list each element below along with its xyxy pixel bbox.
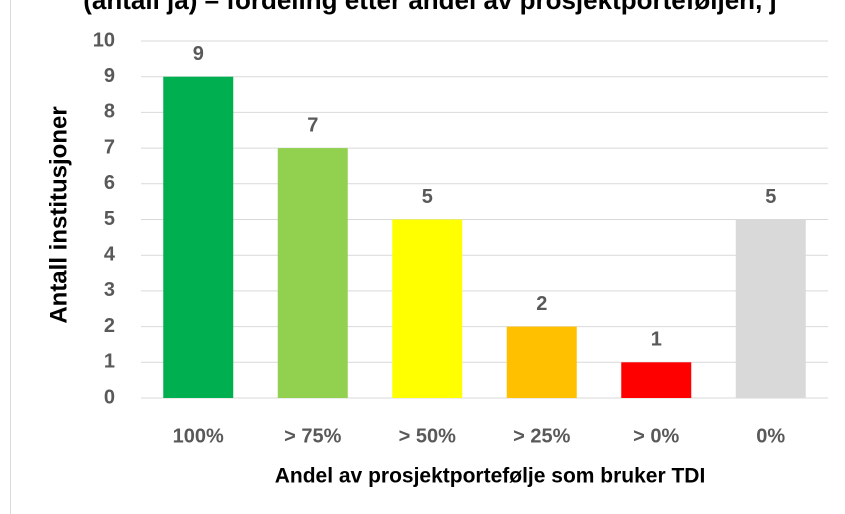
data-label: 2 <box>536 293 547 315</box>
y-tick-label: 7 <box>104 136 115 158</box>
bar <box>506 326 577 398</box>
y-tick-label: 8 <box>104 101 115 123</box>
x-axis-title: Andel av prosjektportefølje som bruker T… <box>275 465 706 488</box>
y-tick-label: 6 <box>104 172 115 194</box>
y-tick-label: 3 <box>104 279 115 301</box>
bar <box>163 76 234 398</box>
y-axis-title: Antall institusjoner <box>45 106 72 323</box>
x-tick-label: > 75% <box>284 425 341 447</box>
data-label: 5 <box>422 186 433 208</box>
y-tick-label: 1 <box>104 351 115 373</box>
y-tick-label: 5 <box>104 208 115 230</box>
data-label: 7 <box>307 114 318 136</box>
x-tick-label: > 50% <box>399 425 456 447</box>
x-tick-label: > 0% <box>633 425 679 447</box>
bar <box>735 219 806 398</box>
y-tick-label: 9 <box>104 65 115 87</box>
y-tick-label: 2 <box>104 315 115 337</box>
y-tick-label: 4 <box>104 243 116 265</box>
x-tick-label: 0% <box>756 425 785 447</box>
data-label: 1 <box>651 329 662 351</box>
x-tick-label: > 25% <box>513 425 570 447</box>
x-tick-label: 100% <box>173 425 224 447</box>
data-label: 9 <box>193 43 204 65</box>
chart-title: (antall ja) – fordeling etter andel av p… <box>83 0 776 15</box>
bar <box>392 219 463 398</box>
bar <box>277 148 348 398</box>
y-tick-label: 0 <box>104 386 115 408</box>
bar <box>621 362 692 398</box>
y-tick-label: 10 <box>93 29 115 51</box>
data-label: 5 <box>765 186 776 208</box>
